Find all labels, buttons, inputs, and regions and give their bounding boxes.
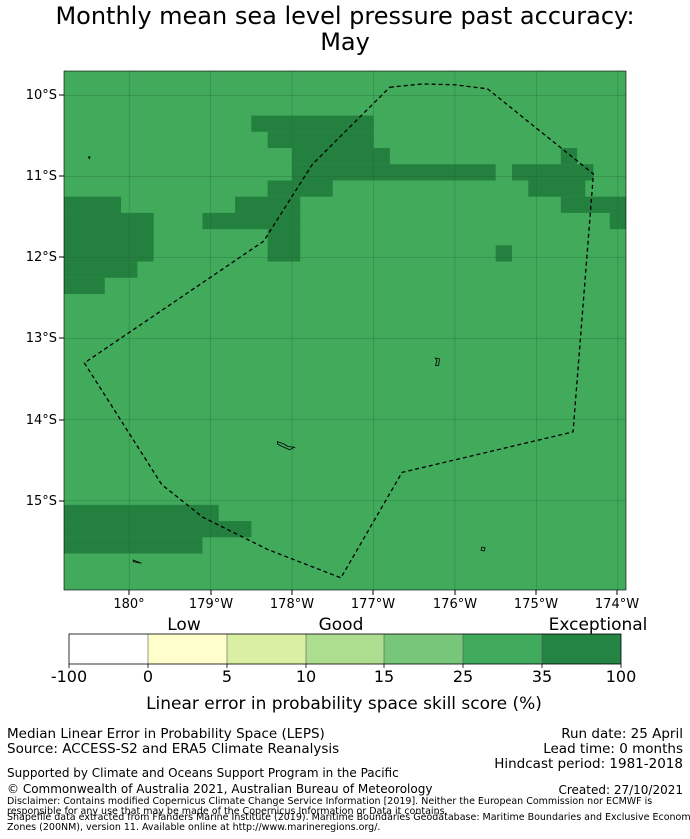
exceptional-cell [292,164,496,181]
chart-title-line2: May [320,28,370,56]
exceptional-cell [64,537,203,554]
exceptional-cell [235,196,301,213]
colorbar-tick-label: 0 [143,667,153,686]
colorbar-ticks [68,664,622,668]
lat-label: 10°S [26,88,57,103]
hindcast-text: Hindcast period: 1981-2018 [494,756,683,772]
lat-label: 12°S [26,250,57,265]
created-text: Created: 27/10/2021 [558,783,683,797]
lat-label: 11°S [26,169,57,184]
colorbar-tick-label: 10 [296,667,316,686]
island-east [434,357,440,366]
colorbar-label: Linear error in probability space skill … [146,694,542,714]
island-southwest [132,559,142,564]
colorbar-segment [542,634,621,664]
colorbar-segment [306,634,384,664]
exceptional-cell [528,180,586,197]
method-text: Median Linear Error in Probability Space… [7,726,325,742]
colorbar-segment [384,634,463,664]
colorbar-tick-label: 5 [222,667,232,686]
lat-label: 15°S [26,494,57,509]
colorbar-tick-label: -100 [51,667,87,686]
disclaimer-line: Zones (200NM), version 11. Available onl… [7,822,381,833]
exceptional-cell [495,245,512,262]
lon-label: 179°W [189,597,233,612]
disclaimer-line: Shapefile data extracted from Flanders M… [7,812,690,823]
exceptional-cell [64,504,219,522]
exceptional-cell [560,196,626,213]
lon-label: 180° [113,597,144,612]
exceptional-cell [292,148,390,165]
supported-text: Supported by Climate and Oceans Support … [7,766,399,780]
exceptional-cell [560,148,578,165]
exceptional-cell [251,115,374,132]
colorbar-segment [227,634,306,664]
exceptional-cell [267,229,301,262]
colorbar-dividers [147,634,543,664]
colorbar-category-good: Good [319,615,364,635]
lon-label: 174°W [595,597,639,612]
lat-label: 14°S [26,413,57,428]
island-center [276,441,296,451]
island-south [480,546,486,552]
coastlines [87,156,486,564]
colorbar-segment [148,634,227,664]
colorbar-category-exceptional: Exceptional [549,615,648,635]
exceptional-cell [511,164,578,181]
colorbar-category-low: Low [167,615,201,635]
colorbar-tick-label: 35 [532,667,552,686]
colorbar-frame [68,633,622,665]
disclaimer-line: Disclaimer: Contains modified Copernicus… [7,796,653,807]
colorbar-tick-label: 25 [453,667,473,686]
eez-boundary [83,83,595,579]
exceptional-cell [64,212,154,262]
islet-northwest [87,156,91,160]
map-gridlines [64,71,626,590]
latitude-axis: 10°S 11°S 12°S 13°S 14°S 15°S [26,88,64,509]
lon-label: 177°W [351,597,395,612]
colorbar-segment [463,634,542,664]
lat-label: 13°S [26,331,57,346]
longitude-axis: 180° 179°W 178°W 177°W 176°W 175°W 174°W [113,590,639,612]
exceptional-cell [267,180,333,197]
exceptional-cell [64,277,105,295]
copyright-text: © Commonwealth of Australia 2021, Austra… [7,782,433,796]
run-date-text: Run date: 25 April [561,726,683,742]
map-frame [63,70,627,591]
colorbar: Low Good Exceptional -100 [51,615,648,714]
exceptional-cell [267,131,374,149]
lon-label: 176°W [433,597,477,612]
colorbar-tick-label: 15 [374,667,394,686]
lon-label: 178°W [270,597,314,612]
colorbar-tick-label: 100 [606,667,637,686]
disclaimer-line: responsible for any use that may be made… [7,806,448,817]
map-panel [63,70,627,591]
source-text: Source: ACCESS-S2 and ERA5 Climate Reana… [7,741,340,757]
exceptional-cell [64,521,252,538]
exceptional-cell [64,261,138,278]
lead-time-text: Lead time: 0 months [543,741,683,757]
chart-title-line1: Monthly mean sea level pressure past acc… [55,2,635,30]
exceptional-cell [64,196,122,213]
colorbar-segment [69,634,148,664]
lon-label: 175°W [514,597,558,612]
exceptional-cell [202,212,301,230]
